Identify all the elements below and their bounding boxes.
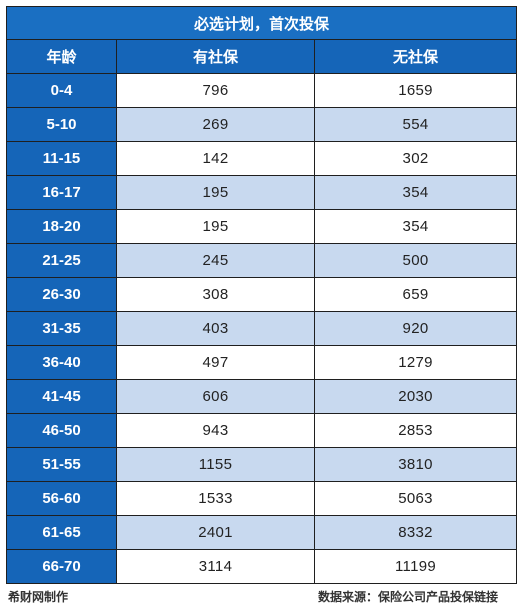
table-row: 51-55 1155 3810 xyxy=(6,447,518,482)
premium-with-social-insurance-cell: 403 xyxy=(116,311,315,346)
table-row: 66-70 3114 11199 xyxy=(6,549,518,584)
table-row: 61-65 2401 8332 xyxy=(6,515,518,550)
table-row: 41-45 606 2030 xyxy=(6,379,518,414)
age-range-cell: 31-35 xyxy=(6,311,117,346)
footer-credit: 希财网制作 xyxy=(8,590,69,604)
table-row: 5-10 269 554 xyxy=(6,107,518,142)
premium-without-social-insurance-cell: 659 xyxy=(313,277,518,312)
premium-with-social-insurance-cell: 606 xyxy=(116,379,315,414)
column-header-with-social-insurance: 有社保 xyxy=(116,39,315,74)
table-row: 36-40 497 1279 xyxy=(6,345,518,380)
age-range-cell: 21-25 xyxy=(6,243,117,278)
table-row: 46-50 943 2853 xyxy=(6,413,518,448)
table-row: 26-30 308 659 xyxy=(6,277,518,312)
age-range-cell: 36-40 xyxy=(6,345,117,380)
age-range-cell: 26-30 xyxy=(6,277,117,312)
table-row: 11-15 142 302 xyxy=(6,141,518,176)
premium-without-social-insurance-cell: 500 xyxy=(313,243,518,278)
premium-without-social-insurance-cell: 2030 xyxy=(313,379,518,414)
premium-table: 必选计划，首次投保 年龄 有社保 无社保 0-4 796 1659 5-10 269 55… xyxy=(5,6,518,584)
premium-with-social-insurance-cell: 195 xyxy=(116,175,315,210)
column-header-without-social-insurance: 无社保 xyxy=(313,39,518,74)
premium-without-social-insurance-cell: 5063 xyxy=(313,481,518,516)
premium-without-social-insurance-cell: 2853 xyxy=(313,413,518,448)
premium-with-social-insurance-cell: 269 xyxy=(116,107,315,142)
premium-without-social-insurance-cell: 554 xyxy=(313,107,518,142)
premium-table-container: 必选计划，首次投保 年龄 有社保 无社保 0-4 796 1659 5-10 269 55… xyxy=(5,6,518,584)
premium-without-social-insurance-cell: 11199 xyxy=(313,549,518,584)
table-title: 必选计划，首次投保 xyxy=(5,6,518,40)
column-header-age: 年龄 xyxy=(6,39,117,74)
premium-without-social-insurance-cell: 302 xyxy=(313,141,518,176)
footer: 希财网制作 数据来源：保险公司产品投保链接 xyxy=(6,586,516,604)
premium-without-social-insurance-cell: 354 xyxy=(313,209,518,244)
premium-with-social-insurance-cell: 1155 xyxy=(116,447,315,482)
premium-without-social-insurance-cell: 354 xyxy=(313,175,518,210)
age-range-cell: 41-45 xyxy=(6,379,117,414)
age-range-cell: 46-50 xyxy=(6,413,117,448)
premium-with-social-insurance-cell: 3114 xyxy=(116,549,315,584)
premium-with-social-insurance-cell: 308 xyxy=(116,277,315,312)
premium-without-social-insurance-cell: 920 xyxy=(313,311,518,346)
age-range-cell: 51-55 xyxy=(6,447,117,482)
premium-without-social-insurance-cell: 1659 xyxy=(313,73,518,108)
premium-with-social-insurance-cell: 142 xyxy=(116,141,315,176)
age-range-cell: 11-15 xyxy=(6,141,117,176)
premium-with-social-insurance-cell: 497 xyxy=(116,345,315,380)
header-row: 年龄 有社保 无社保 xyxy=(6,39,518,74)
table-row: 16-17 195 354 xyxy=(6,175,518,210)
table-row: 18-20 195 354 xyxy=(6,209,518,244)
premium-without-social-insurance-cell: 1279 xyxy=(313,345,518,380)
age-range-cell: 18-20 xyxy=(6,209,117,244)
age-range-cell: 61-65 xyxy=(6,515,117,550)
age-range-cell: 66-70 xyxy=(6,549,117,584)
table-row: 0-4 796 1659 xyxy=(6,73,518,108)
table-row: 56-60 1533 5063 xyxy=(6,481,518,516)
age-range-cell: 16-17 xyxy=(6,175,117,210)
age-range-cell: 56-60 xyxy=(6,481,117,516)
table-row: 31-35 403 920 xyxy=(6,311,518,346)
premium-without-social-insurance-cell: 8332 xyxy=(313,515,518,550)
premium-with-social-insurance-cell: 245 xyxy=(116,243,315,278)
table-row: 21-25 245 500 xyxy=(6,243,518,278)
premium-with-social-insurance-cell: 943 xyxy=(116,413,315,448)
premium-without-social-insurance-cell: 3810 xyxy=(313,447,518,482)
age-range-cell: 0-4 xyxy=(6,73,117,108)
premium-with-social-insurance-cell: 2401 xyxy=(116,515,315,550)
premium-with-social-insurance-cell: 1533 xyxy=(116,481,315,516)
premium-with-social-insurance-cell: 796 xyxy=(116,73,315,108)
premium-with-social-insurance-cell: 195 xyxy=(116,209,315,244)
footer-source: 数据来源：保险公司产品投保链接 xyxy=(317,590,498,604)
age-range-cell: 5-10 xyxy=(6,107,117,142)
table-body: 0-4 796 1659 5-10 269 554 11-15 142 302 16-17 195 3… xyxy=(6,73,518,584)
title-row: 必选计划，首次投保 xyxy=(5,6,518,40)
